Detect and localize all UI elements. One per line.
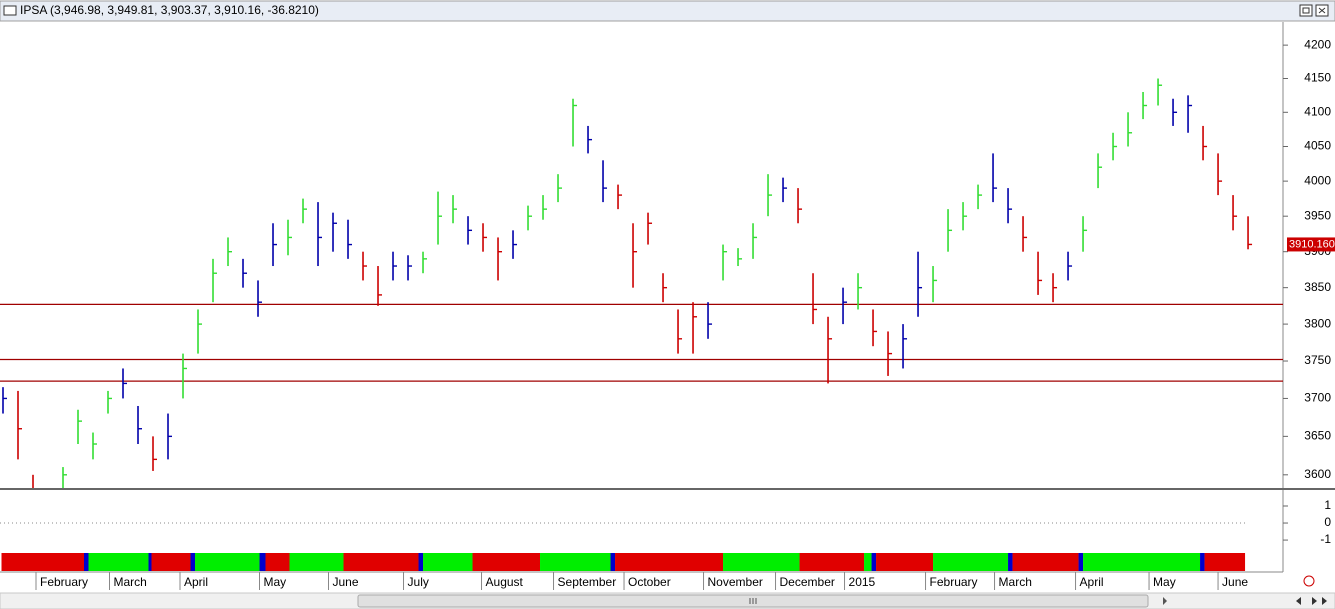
x-tick-label: October bbox=[628, 575, 671, 589]
x-tick-label: March bbox=[114, 575, 147, 589]
y-tick-label: 3600 bbox=[1304, 467, 1331, 481]
regime-band bbox=[799, 553, 865, 571]
regime-band bbox=[864, 553, 872, 571]
regime-band bbox=[871, 553, 877, 571]
x-tick-label: 2015 bbox=[849, 575, 876, 589]
x-tick-label: April bbox=[1080, 575, 1104, 589]
x-tick-label: February bbox=[40, 575, 88, 589]
x-tick-label: September bbox=[558, 575, 617, 589]
y-tick-label: 3700 bbox=[1304, 391, 1331, 405]
indicator-tick-label: 1 bbox=[1324, 498, 1331, 512]
scroll-right[interactable] bbox=[1163, 597, 1167, 605]
price-plot bbox=[0, 78, 1283, 488]
regime-band bbox=[195, 553, 260, 571]
chart-title: IPSA (3,946.98, 3,949.81, 3,903.37, 3,91… bbox=[20, 3, 319, 17]
maximize-glyph bbox=[1302, 7, 1310, 14]
y-tick-label: 4100 bbox=[1304, 104, 1331, 118]
regime-band bbox=[423, 553, 473, 571]
regime-band bbox=[1200, 553, 1205, 571]
x-tick-label: June bbox=[1222, 575, 1248, 589]
regime-band bbox=[876, 553, 934, 571]
regime-band bbox=[343, 553, 419, 571]
regime-band bbox=[615, 553, 724, 571]
close-glyph bbox=[1318, 7, 1326, 14]
regime-band bbox=[1204, 553, 1246, 571]
regime-band bbox=[1083, 553, 1201, 571]
y-tick-label: 3800 bbox=[1304, 316, 1331, 330]
last-value-box bbox=[1287, 237, 1335, 252]
regime-band bbox=[418, 553, 424, 571]
y-tick-label: 4050 bbox=[1304, 139, 1331, 153]
y-tick-label: 3750 bbox=[1304, 353, 1331, 367]
regime-band bbox=[148, 553, 152, 571]
regime-band bbox=[259, 553, 266, 571]
regime-band bbox=[540, 553, 611, 571]
x-tick-label: February bbox=[930, 575, 978, 589]
window-icon bbox=[3, 5, 17, 16]
regime-band bbox=[1078, 553, 1084, 571]
y-tick-label: 4150 bbox=[1304, 71, 1331, 85]
last-value-label: 3910.160 bbox=[1289, 238, 1335, 250]
regime-band bbox=[151, 553, 191, 571]
x-tick-label: May bbox=[1153, 575, 1176, 589]
x-tick-label: July bbox=[408, 575, 429, 589]
regime-band bbox=[610, 553, 616, 571]
regime-band bbox=[1, 553, 85, 571]
y-tick-label: 3850 bbox=[1304, 280, 1331, 294]
y-tick-label: 4000 bbox=[1304, 173, 1331, 187]
regime-band bbox=[1008, 553, 1013, 571]
regime-band bbox=[84, 553, 89, 571]
regime-band bbox=[88, 553, 149, 571]
y-tick-label: 3650 bbox=[1304, 429, 1331, 443]
x-tick-label: August bbox=[486, 575, 524, 589]
x-tick-label: April bbox=[184, 575, 208, 589]
regime-band bbox=[472, 553, 541, 571]
regime-band bbox=[289, 553, 344, 571]
scrollbar-grip bbox=[749, 598, 757, 604]
y-tick-label: 3950 bbox=[1304, 208, 1331, 222]
x-tick-label: May bbox=[264, 575, 287, 589]
regime-band bbox=[723, 553, 800, 571]
indicator-tick-label: 0 bbox=[1324, 515, 1331, 529]
no-entry-icon[interactable] bbox=[1303, 575, 1315, 587]
regime-band bbox=[1012, 553, 1079, 571]
y-tick-label: 4200 bbox=[1304, 37, 1331, 51]
x-tick-label: November bbox=[708, 575, 763, 589]
indicator-tick-label: -1 bbox=[1320, 532, 1331, 546]
title-bar bbox=[0, 0, 1335, 22]
regime-band bbox=[265, 553, 290, 571]
x-tick-label: December bbox=[780, 575, 835, 589]
regime-band bbox=[933, 553, 1009, 571]
maximize-button[interactable] bbox=[1299, 4, 1313, 17]
x-tick-label: March bbox=[999, 575, 1032, 589]
regime-band bbox=[190, 553, 196, 571]
x-tick-label: June bbox=[333, 575, 359, 589]
